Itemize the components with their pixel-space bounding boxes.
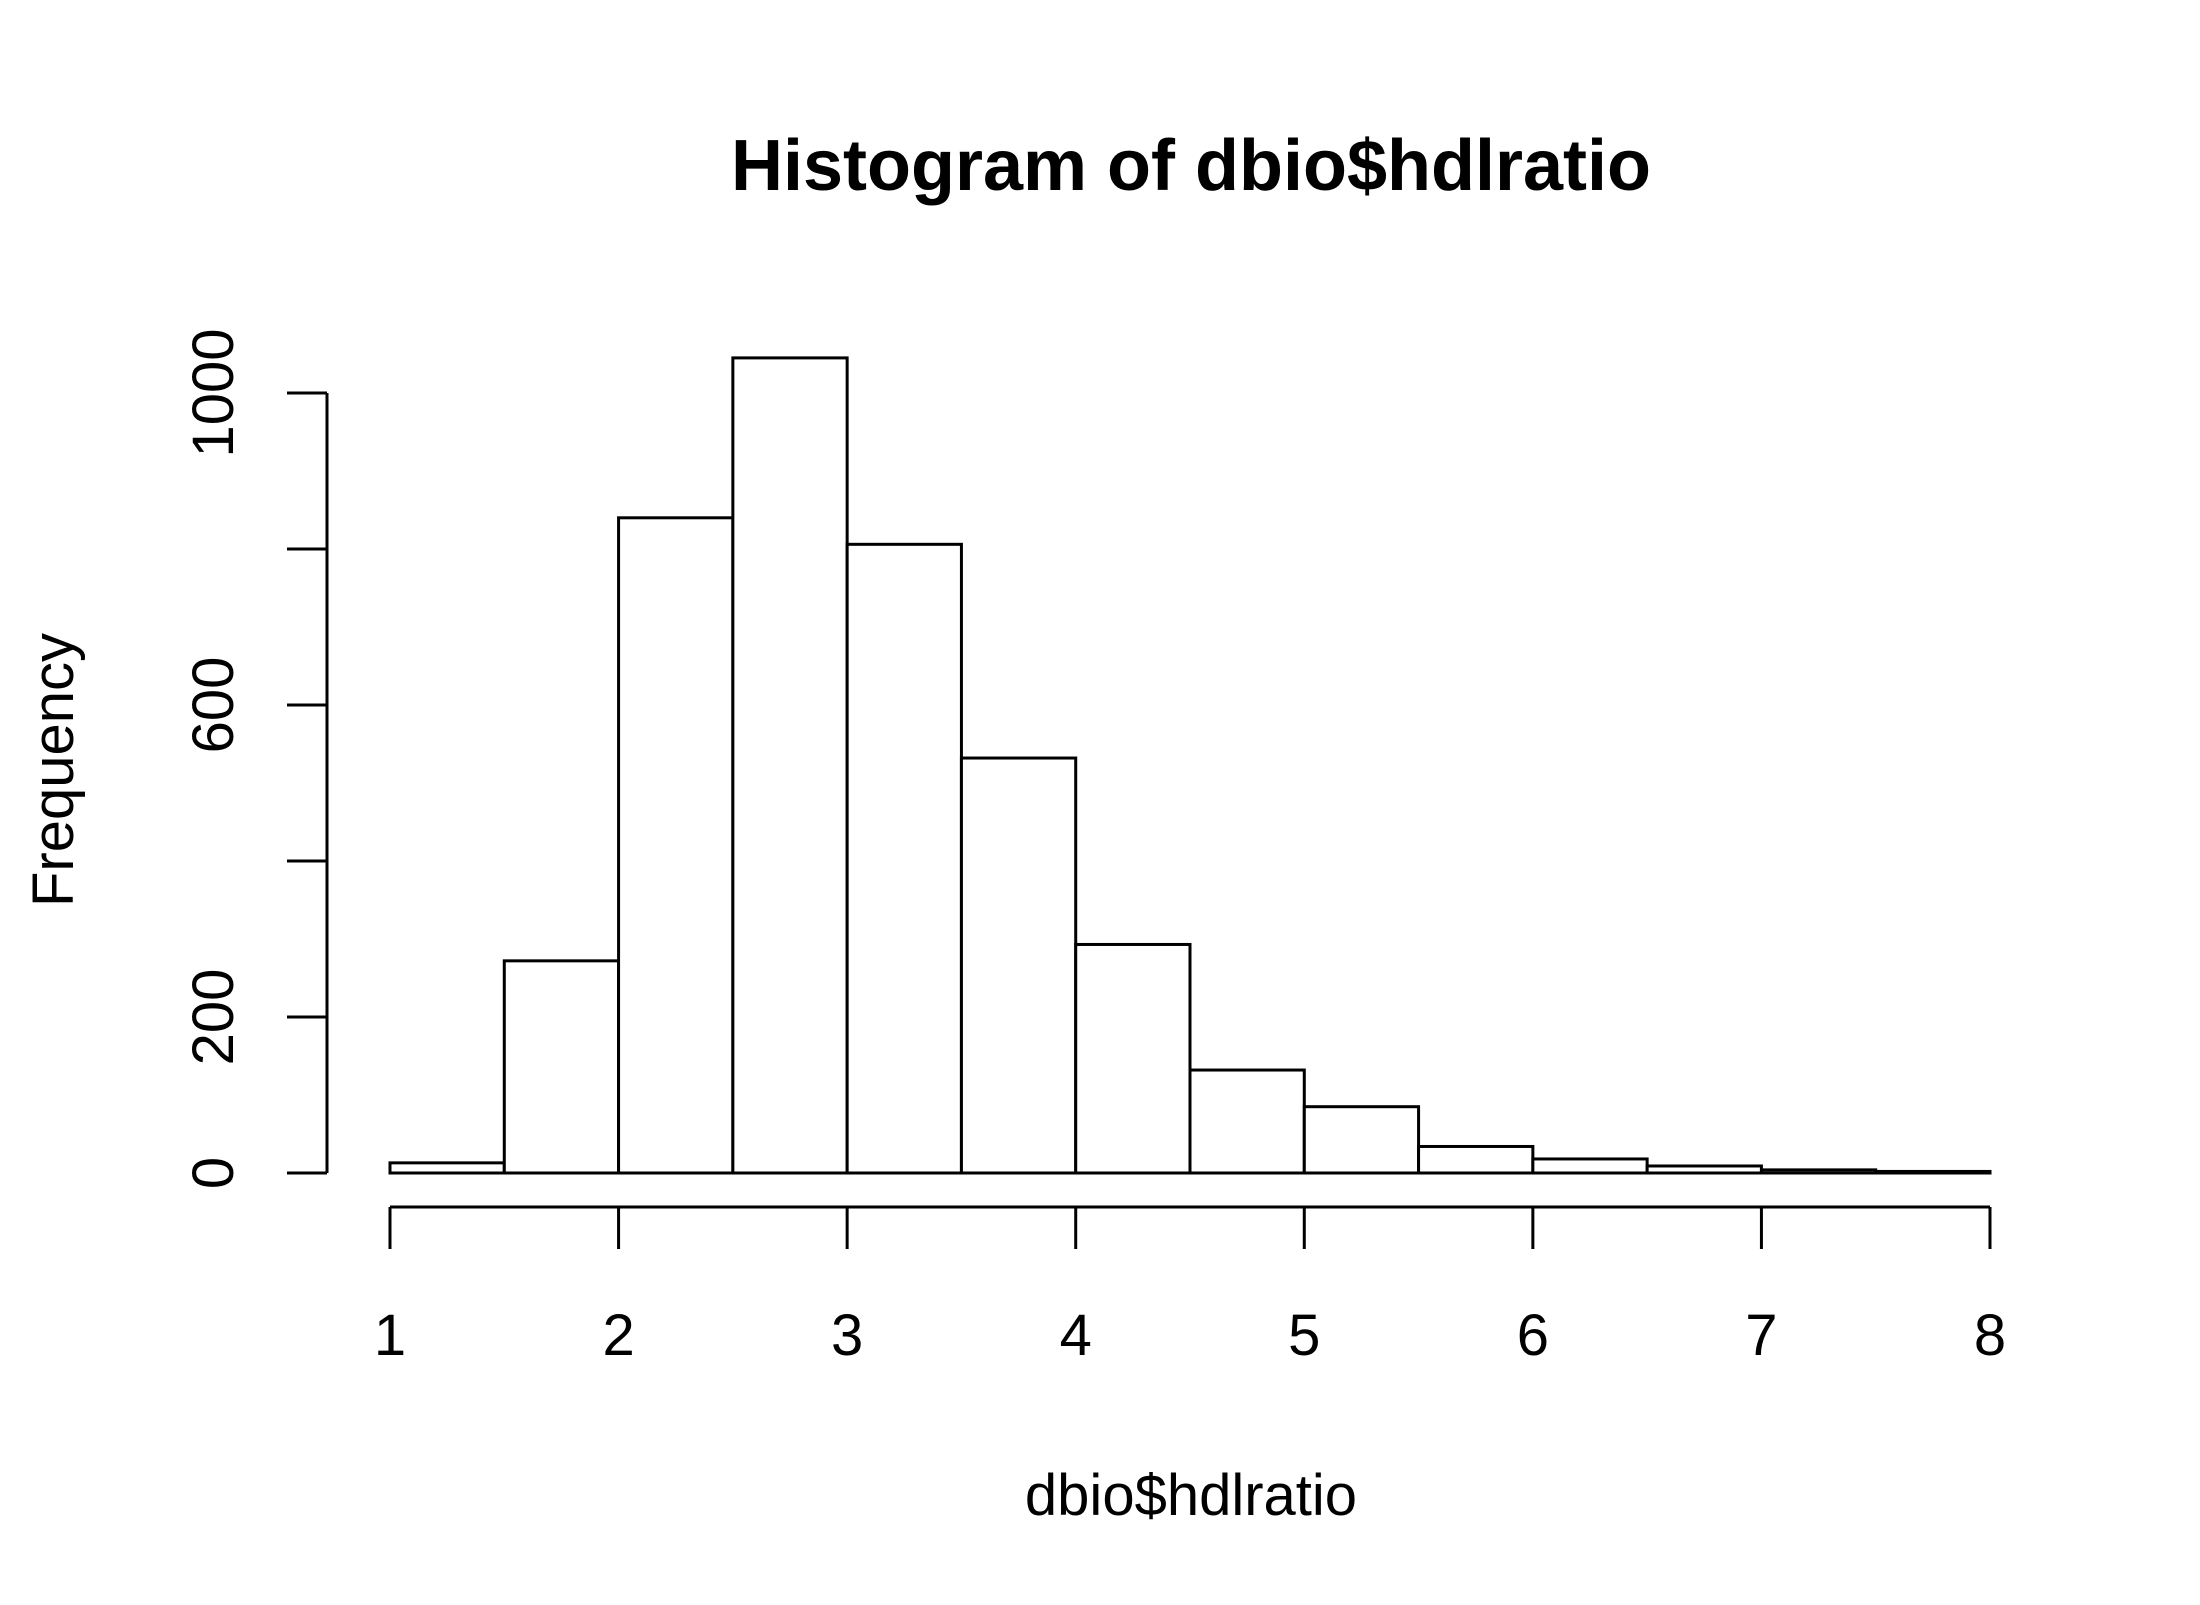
histogram-bar-11 xyxy=(1531,1157,1649,1175)
histogram-bar-7 xyxy=(1074,942,1192,1175)
x-tick-label: 3 xyxy=(831,1303,863,1368)
x-tick-label: 7 xyxy=(1745,1303,1777,1368)
histogram-bar-9 xyxy=(1302,1105,1421,1175)
y-tick-label: 0 xyxy=(181,1157,246,1189)
y-tick-label: 1000 xyxy=(181,328,246,457)
x-tick-label: 8 xyxy=(1974,1303,2006,1368)
x-axis: 1 2 3 4 5 6 7 8 xyxy=(374,1205,2006,1368)
chart-title: Histogram of dbio$hdlratio xyxy=(731,126,1651,206)
histogram-bar-14 xyxy=(1874,1169,1992,1175)
y-tick-label: 600 xyxy=(181,657,246,754)
histogram-bar-6 xyxy=(959,756,1078,1175)
histogram-bar-1 xyxy=(388,1161,506,1175)
x-tick-label: 1 xyxy=(374,1303,406,1368)
bars-layer xyxy=(388,356,1992,1175)
histogram-bar-13 xyxy=(1759,1168,1878,1175)
x-axis-label: dbio$hdlratio xyxy=(1025,1463,1357,1528)
x-tick-label: 2 xyxy=(602,1303,634,1368)
x-tick-label: 5 xyxy=(1288,1303,1320,1368)
y-tick-label: 200 xyxy=(181,969,246,1066)
y-axis-label: Frequency xyxy=(21,633,86,907)
x-tick-label: 4 xyxy=(1060,1303,1092,1368)
histogram-bar-4 xyxy=(731,356,849,1175)
histogram-bar-5 xyxy=(845,542,963,1175)
histogram-bar-12 xyxy=(1645,1164,1763,1175)
histogram-bar-10 xyxy=(1417,1144,1535,1175)
histogram-bar-2 xyxy=(502,959,621,1175)
y-axis: 0 200 600 1000 xyxy=(181,328,329,1189)
histogram-bar-3 xyxy=(617,516,735,1175)
histogram-bar-8 xyxy=(1188,1068,1306,1175)
x-tick-label: 6 xyxy=(1517,1303,1549,1368)
